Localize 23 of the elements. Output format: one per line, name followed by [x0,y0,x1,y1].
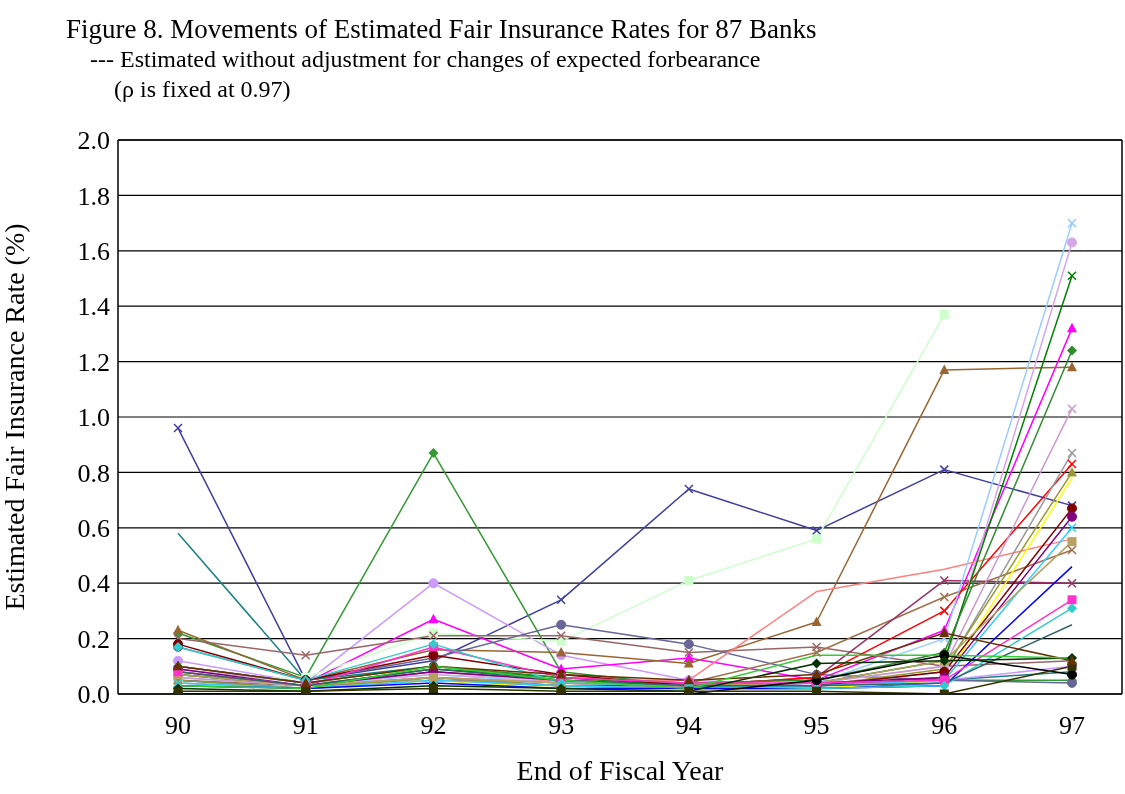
y-tick-label: 0.4 [77,569,110,599]
y-tick-label: 1.4 [77,292,110,322]
x-tick-label: 96 [931,711,958,741]
y-tick-label: 1.0 [77,403,110,433]
x-tick-label: 91 [292,711,319,741]
y-tick-label: 0.8 [77,458,110,488]
y-tick-label: 0.6 [77,514,110,544]
x-tick-label: 92 [420,711,447,741]
x-tick-label: 90 [165,711,191,741]
x-tick-label: 94 [675,711,702,741]
x-tick-label: 97 [1059,711,1085,741]
chart-title: Figure 8. Movements of Estimated Fair Insurance Rates for 87 Banks [66,14,817,44]
x-tick-label: 93 [548,711,575,741]
y-tick-label: 1.6 [77,237,110,267]
y-tick-label: 2.0 [77,126,110,156]
y-tick-label: 0.2 [77,624,110,654]
x-axis-title: End of Fiscal Year [516,755,725,786]
x-tick-label: 95 [803,711,830,741]
chart-subtitle: --- Estimated without adjustment for changes of expected forbearance (ρ is fixed at 0.97) [89,45,762,104]
y-axis-title: Estimated Fair Insurance Rate (%) [0,223,30,611]
y-tick-label: 1.2 [77,347,110,377]
y-tick-label: 0.0 [77,680,110,710]
y-tick-label: 1.8 [77,181,110,211]
